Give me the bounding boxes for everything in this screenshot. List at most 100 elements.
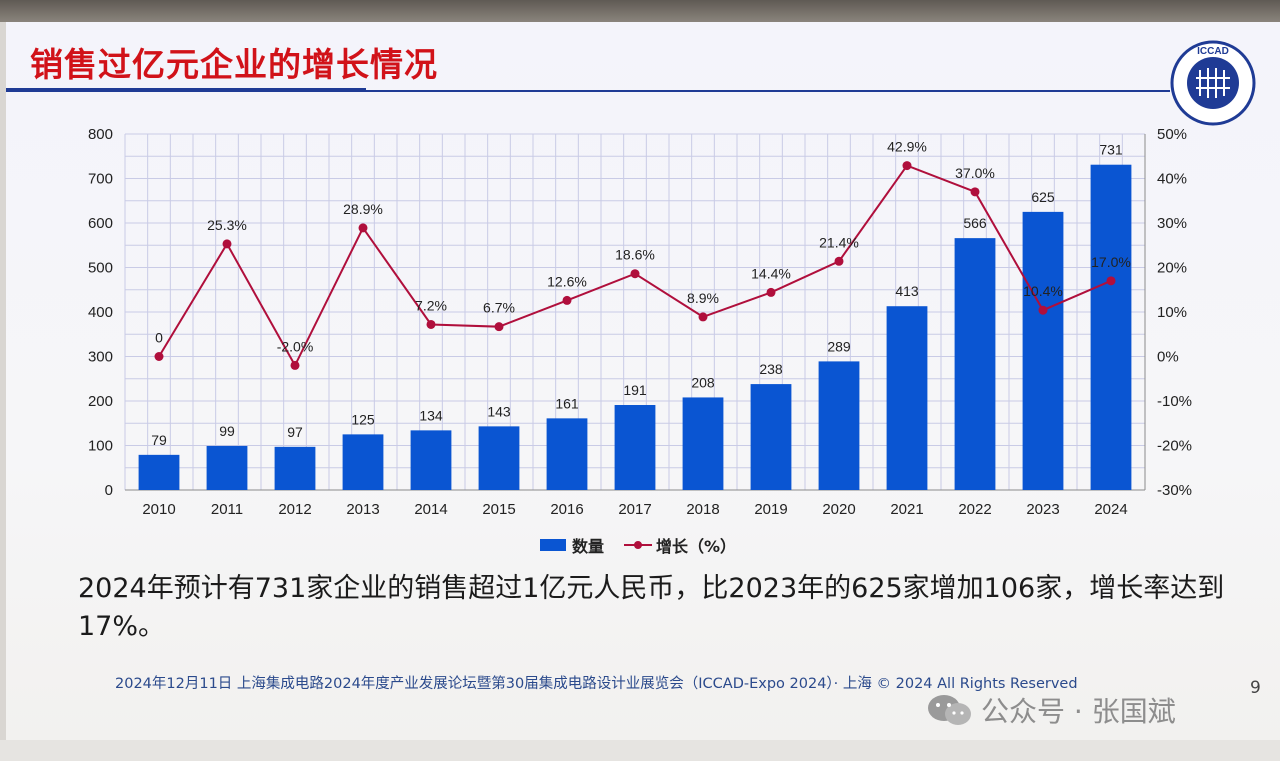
bottom-background-strip bbox=[0, 740, 1280, 761]
growth-data-label: 21.4% bbox=[819, 234, 859, 250]
watermark-text: 公众号 · 张国斌 bbox=[981, 695, 1176, 728]
bar-data-label: 208 bbox=[691, 374, 715, 390]
x-tick-label: 2017 bbox=[618, 501, 651, 518]
growth-point bbox=[358, 223, 368, 233]
x-tick-label: 2024 bbox=[1094, 501, 1127, 518]
logo-text: ICCAD bbox=[1197, 46, 1229, 57]
y2-tick-label: 40% bbox=[1157, 171, 1187, 188]
x-tick-label: 2022 bbox=[958, 501, 991, 518]
title-underline-accent bbox=[6, 88, 366, 92]
top-background-strip bbox=[0, 0, 1280, 22]
x-tick-label: 2012 bbox=[278, 501, 311, 518]
y-tick-label: 400 bbox=[88, 304, 113, 321]
chart: 0 100 200 300 400 500 600 700 800 -30% -20% -10% 0% 1… bbox=[88, 126, 1192, 518]
y2-tick-label: 30% bbox=[1157, 215, 1187, 232]
x-tick-label: 2021 bbox=[890, 501, 923, 518]
growth-point bbox=[902, 161, 912, 171]
bar-data-label: 191 bbox=[623, 382, 647, 398]
x-tick-label: 2013 bbox=[346, 501, 379, 518]
bar-data-label: 97 bbox=[287, 424, 303, 440]
bar-data-label: 566 bbox=[963, 215, 987, 231]
growth-point bbox=[290, 360, 300, 370]
y-tick-label: 300 bbox=[88, 349, 113, 366]
growth-data-label: 28.9% bbox=[343, 201, 383, 217]
x-tick-label: 2011 bbox=[211, 501, 243, 518]
x-tick-label: 2010 bbox=[142, 501, 175, 518]
growth-point bbox=[970, 187, 980, 197]
bar bbox=[138, 454, 180, 490]
y-tick-label: 500 bbox=[88, 260, 113, 277]
growth-point bbox=[1038, 305, 1048, 315]
growth-point bbox=[154, 352, 164, 361]
bar bbox=[682, 397, 724, 490]
bar-data-label: 731 bbox=[1099, 142, 1123, 158]
bar bbox=[954, 238, 996, 490]
slide bbox=[6, 22, 1280, 740]
growth-data-label: 14.4% bbox=[751, 265, 791, 281]
growth-data-label: 0 bbox=[155, 330, 163, 346]
y-tick-label: 200 bbox=[88, 393, 113, 410]
bar bbox=[1090, 164, 1132, 490]
bar-data-label: 79 bbox=[151, 432, 167, 448]
growth-point bbox=[766, 287, 776, 297]
bar bbox=[750, 384, 792, 490]
y2-tick-label: -10% bbox=[1157, 393, 1192, 410]
growth-data-label: 10.4% bbox=[1023, 283, 1063, 299]
growth-data-label: 12.6% bbox=[547, 273, 587, 289]
chart-legend: 数量 增长（%） bbox=[540, 533, 736, 557]
x-tick-label: 2023 bbox=[1026, 501, 1059, 518]
growth-data-label: 6.7% bbox=[483, 300, 515, 316]
x-tick-label: 2014 bbox=[414, 501, 447, 518]
bar-data-label: 125 bbox=[351, 411, 375, 427]
y-tick-label: 600 bbox=[88, 215, 113, 232]
x-tick-label: 2016 bbox=[550, 501, 583, 518]
legend-bar-swatch bbox=[540, 539, 566, 551]
growth-point bbox=[562, 295, 572, 305]
bar-data-label: 143 bbox=[487, 403, 511, 419]
y2-tick-label: -30% bbox=[1157, 482, 1192, 499]
y2-tick-label: 20% bbox=[1157, 260, 1187, 277]
x-tick-label: 2020 bbox=[822, 501, 855, 518]
bar-data-label: 99 bbox=[219, 423, 235, 439]
bar-data-label: 238 bbox=[759, 361, 783, 377]
bar-data-label: 413 bbox=[895, 283, 919, 299]
caption-text: 2024年预计有731家企业的销售超过1亿元人民币，比2023年的625家增加1… bbox=[78, 573, 1225, 642]
x-tick-label: 2015 bbox=[482, 501, 515, 518]
y-tick-label: 100 bbox=[88, 438, 113, 455]
page-title: 销售过亿元企业的增长情况 bbox=[30, 45, 438, 84]
y-tick-label: 800 bbox=[88, 126, 113, 143]
growth-point bbox=[834, 256, 844, 266]
bar-data-label: 161 bbox=[555, 395, 579, 411]
bar bbox=[1022, 211, 1064, 490]
growth-data-label: 25.3% bbox=[207, 217, 247, 233]
title-underline bbox=[360, 90, 1170, 92]
y2-tick-label: -20% bbox=[1157, 438, 1192, 455]
x-tick-label: 2019 bbox=[754, 501, 787, 518]
iccad-logo: ICCAD bbox=[1170, 40, 1256, 126]
y2-tick-label: 50% bbox=[1157, 126, 1187, 143]
bar bbox=[478, 426, 520, 490]
x-tick-label: 2018 bbox=[686, 501, 719, 518]
growth-data-label: 8.9% bbox=[687, 290, 719, 306]
bar bbox=[546, 418, 588, 490]
bar bbox=[274, 446, 316, 490]
bar bbox=[818, 361, 860, 490]
growth-data-label: 17.0% bbox=[1091, 254, 1131, 270]
legend-line-label: 增长（%） bbox=[656, 537, 737, 556]
y-tick-label: 0 bbox=[105, 482, 113, 499]
growth-data-label: 7.2% bbox=[415, 297, 447, 313]
page-number: 9 bbox=[1250, 678, 1261, 698]
bar-data-label: 625 bbox=[1031, 189, 1055, 205]
footer-text: 2024年12月11日 上海集成电路2024年度产业发展论坛暨第30届集成电路设… bbox=[115, 676, 1078, 692]
legend-line-swatch bbox=[624, 539, 653, 551]
bar bbox=[886, 306, 928, 490]
bar bbox=[410, 430, 452, 490]
y-tick-label: 700 bbox=[88, 171, 113, 188]
growth-point bbox=[1106, 276, 1116, 286]
growth-data-label: 18.6% bbox=[615, 247, 655, 263]
bar-data-label: 289 bbox=[827, 338, 851, 354]
y2-tick-label: 0% bbox=[1157, 349, 1179, 366]
growth-point bbox=[222, 239, 232, 249]
growth-data-label: 42.9% bbox=[887, 139, 927, 155]
growth-point bbox=[630, 269, 640, 279]
